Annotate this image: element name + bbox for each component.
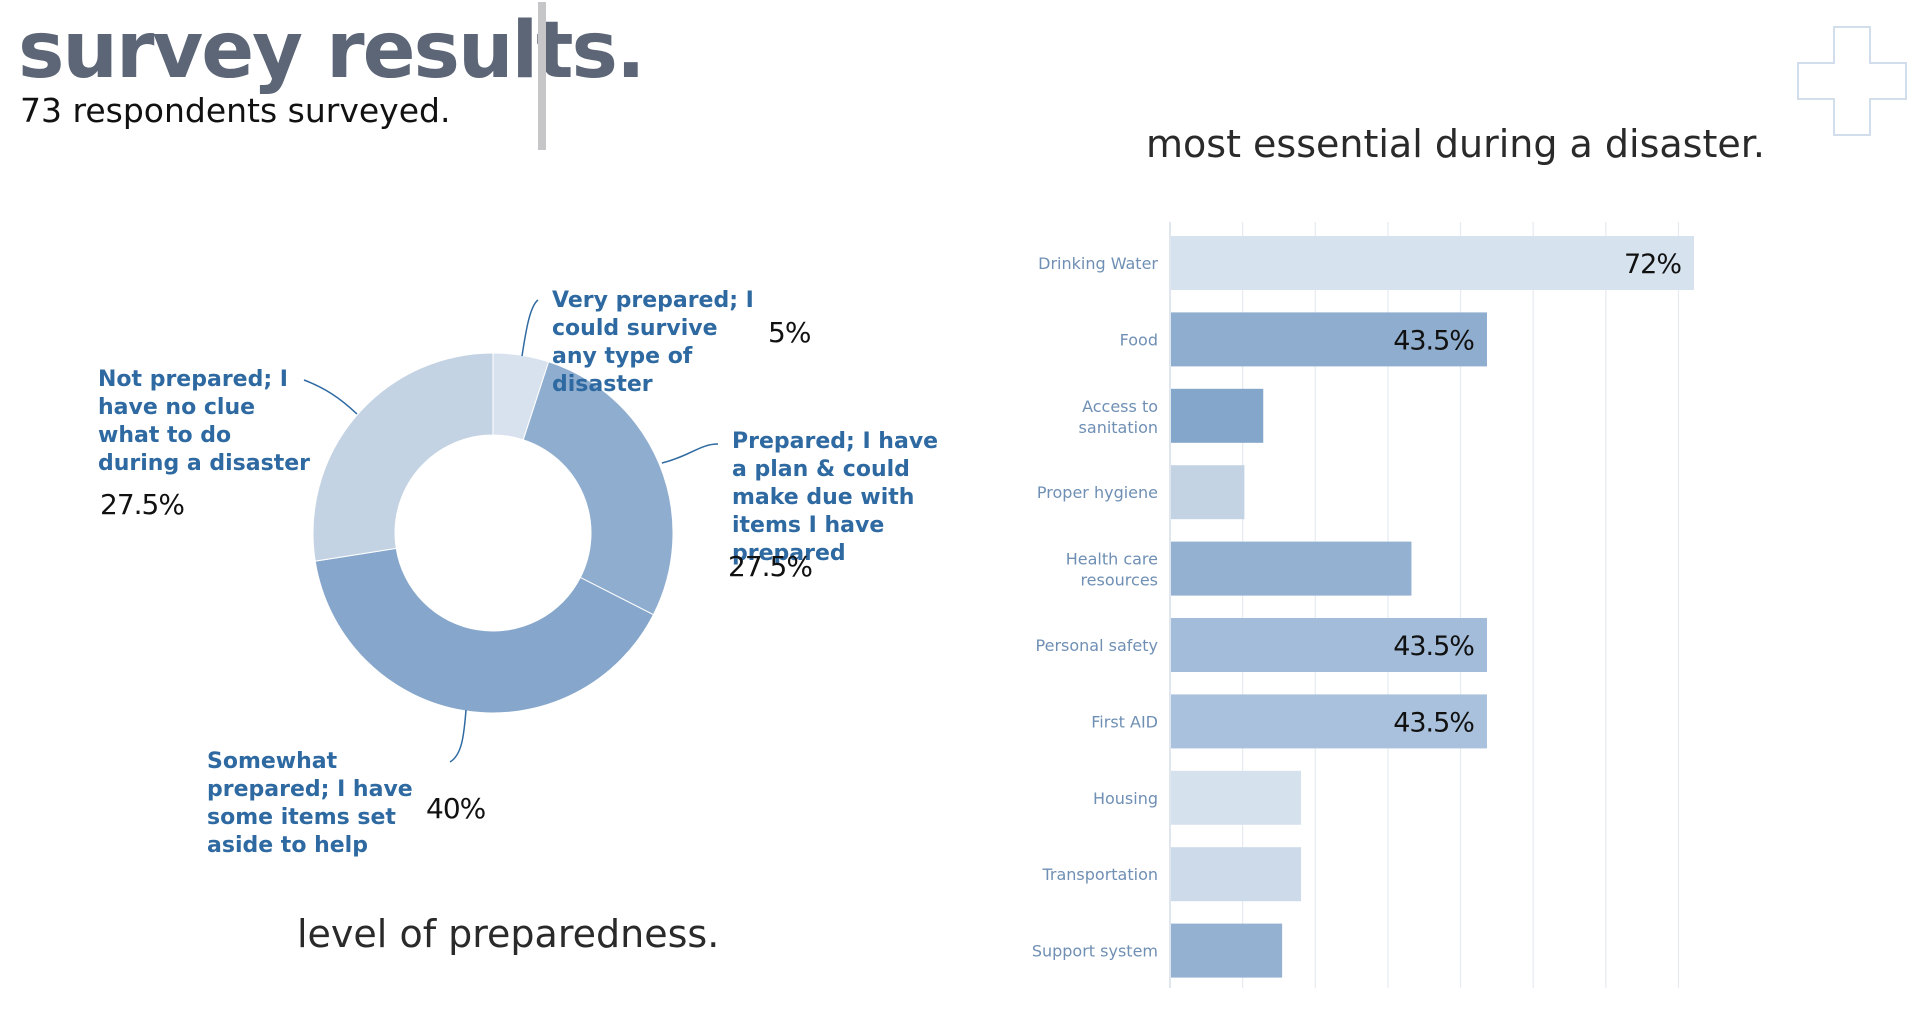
donut-slice-27-5-1 <box>522 361 674 616</box>
title-divider <box>538 2 546 150</box>
leader-not-prepared <box>303 379 358 415</box>
donut-label-not-prepared: Not prepared; I have no clue what to do … <box>98 367 310 476</box>
donut-value-not-prepared: 27.5% <box>100 488 185 521</box>
data-label-first-aid: 43.5% <box>1393 707 1474 738</box>
tick-label-personal-safety: Personal safety <box>1036 636 1158 655</box>
donut-label-somewhat-prepared: Somewhat prepared; I have some items set… <box>207 749 413 858</box>
leader-prepared <box>661 443 719 464</box>
tick-label-transportation: Transportation <box>1041 865 1158 884</box>
bar-caption: most essential during a disaster. <box>1146 122 1765 166</box>
donut-label-prepared: Prepared; I have a plan & could make due… <box>732 429 939 566</box>
tick-label-first-aid: First AID <box>1091 712 1158 731</box>
donut-label-very-prepared: Very prepared; I could survive any type … <box>552 288 754 397</box>
tick-label-support-system: Support system <box>1032 942 1158 961</box>
bar-proper-hygiene <box>1171 465 1245 520</box>
bar-health-care-resources <box>1171 541 1412 596</box>
donut-caption: level of preparedness. <box>297 912 720 956</box>
page-subtitle: 73 respondents surveyed. <box>20 91 451 130</box>
donut-value-prepared: 27.5% <box>728 550 813 583</box>
bar-support-system <box>1171 923 1283 978</box>
bar-transportation <box>1171 847 1302 902</box>
data-label-personal-safety: 43.5% <box>1393 631 1474 662</box>
plus-cross-icon <box>1797 26 1907 136</box>
leader-very-prepared <box>521 299 539 357</box>
data-label-food: 43.5% <box>1393 325 1474 356</box>
donut-value-very-prepared: 5% <box>768 316 811 349</box>
tick-label-drinking-water: Drinking Water <box>1038 254 1158 273</box>
data-label-drinking-water: 72% <box>1624 249 1681 280</box>
bar-housing <box>1171 770 1302 825</box>
bar-drinking-water <box>1171 236 1694 290</box>
donut-slice-27-5-3 <box>312 352 494 562</box>
tick-label-food: Food <box>1120 330 1158 349</box>
bar-personal-safety <box>1171 618 1487 672</box>
donut-slice-40-2 <box>314 547 655 714</box>
bar-access-to-sanitation <box>1171 388 1264 443</box>
bar-first-aid <box>1171 694 1487 749</box>
tick-label-housing: Housing <box>1093 789 1158 808</box>
tick-label-access-to-sanitation: Access to sanitation <box>1079 397 1158 437</box>
bar-food <box>1171 312 1487 367</box>
tick-label-health-care-resources: Health care resources <box>1066 550 1158 590</box>
leader-somewhat-prepared <box>449 709 467 763</box>
donut-value-somewhat-prepared: 40% <box>426 792 486 825</box>
tick-label-proper-hygiene: Proper hygiene <box>1037 483 1158 502</box>
